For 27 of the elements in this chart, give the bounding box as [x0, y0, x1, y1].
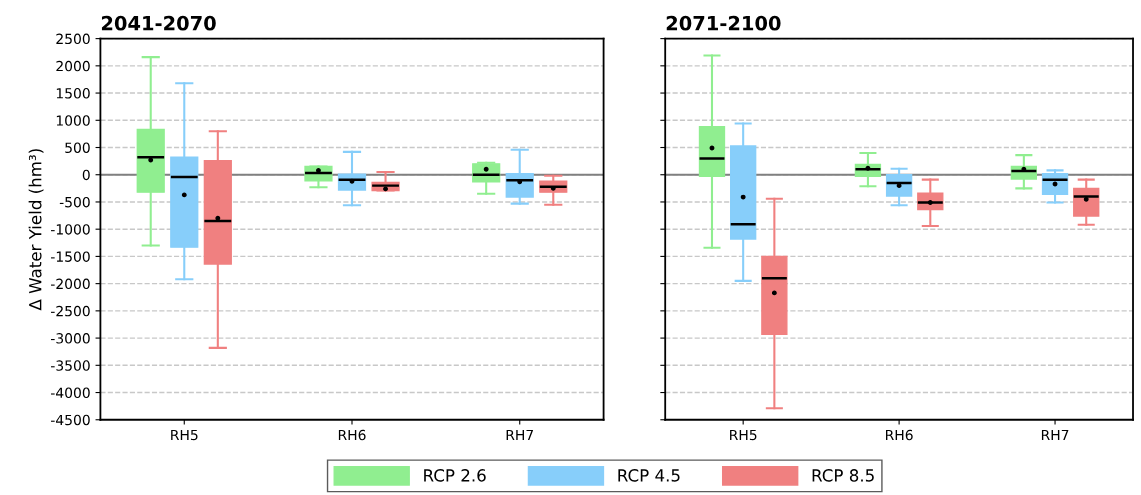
y-tick-label: -2000	[51, 278, 90, 290]
y-tick-label: 500	[65, 142, 90, 153]
x-tick-label: RH7	[506, 429, 533, 441]
y-tick-label: 1000	[56, 115, 90, 126]
y-tick-label: -3500	[51, 360, 90, 371]
y-tick-label: 0	[82, 169, 90, 181]
y-tick-label: -4000	[51, 387, 90, 399]
y-tick-label: 2000	[56, 60, 90, 72]
x-tick-label: RH5	[171, 429, 198, 441]
y-tick-label: 2500	[56, 33, 90, 45]
y-tick-label: -1000	[51, 224, 90, 235]
x-tick-label: RH6	[338, 429, 366, 441]
x-tick-label: RH6	[886, 429, 913, 441]
x-tick-label: RH7	[1041, 429, 1069, 441]
chart-title: 2041-2070	[101, 15, 216, 31]
legend-label: RCP 2.6	[424, 469, 486, 482]
chart-title: 2071-2100	[666, 15, 781, 31]
legend-label: RCP 8.5	[812, 469, 874, 482]
y-tick-label: -1500	[51, 251, 90, 262]
y-tick-label: -2500	[51, 305, 90, 317]
y-tick-label: -500	[59, 196, 90, 208]
legend-label: RCP 4.5	[618, 469, 680, 482]
x-tick-label: RH5	[730, 429, 757, 441]
y-tick-label: 1500	[56, 88, 90, 99]
y-axis-title: Δ Water Yield (hm³)	[28, 149, 44, 311]
y-tick-label: -3000	[51, 333, 90, 344]
y-tick-label: -4500	[51, 414, 90, 426]
